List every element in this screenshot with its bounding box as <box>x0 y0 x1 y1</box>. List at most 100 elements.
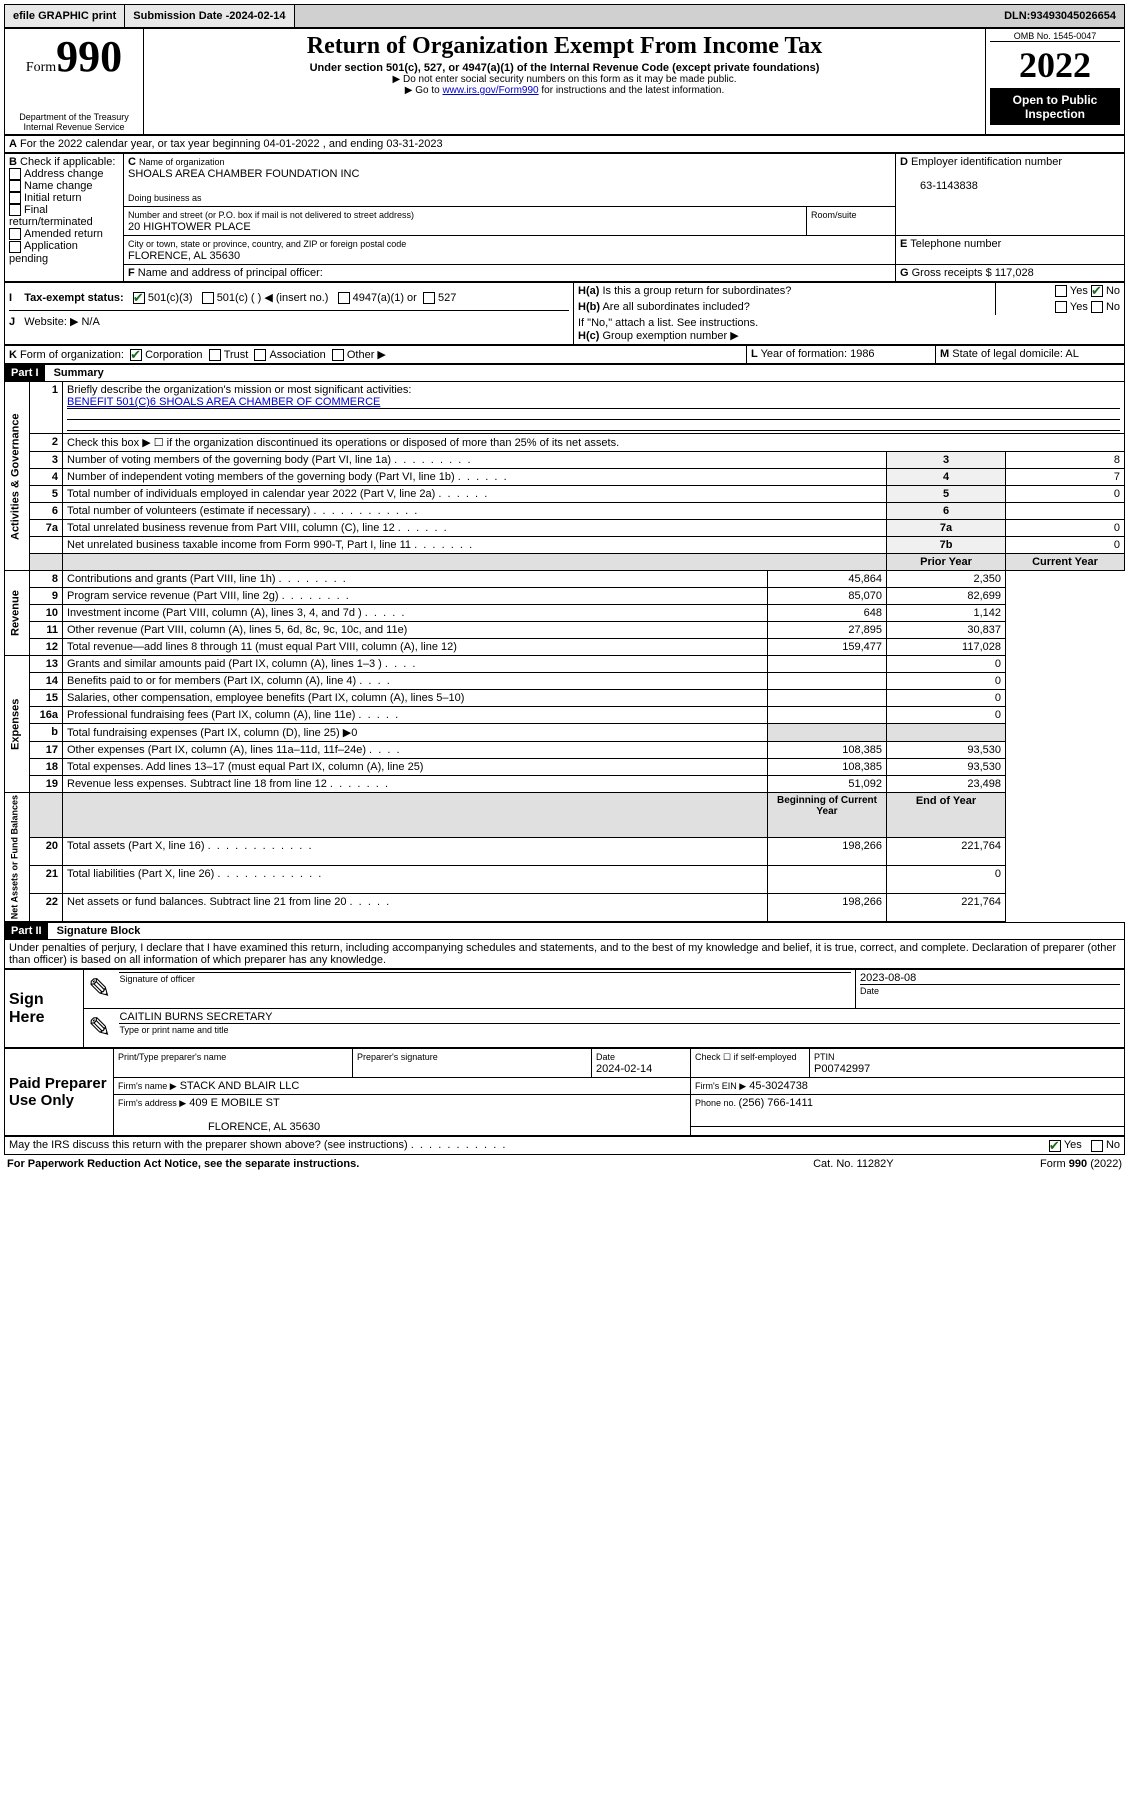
hb-no-checkbox[interactable] <box>1091 301 1103 313</box>
final-return-checkbox[interactable] <box>9 204 21 216</box>
discuss-line: May the IRS discuss this return with the… <box>5 1137 977 1154</box>
form-header: Form990 Department of the Treasury Inter… <box>4 28 1125 135</box>
4947-checkbox[interactable] <box>338 292 350 304</box>
gov-label: Activities & Governance <box>5 382 30 571</box>
exp-label: Expenses <box>5 656 30 793</box>
line-9: Program service revenue (Part VIII, line… <box>63 588 768 605</box>
part-i-title: Summary <box>54 367 104 379</box>
line-19: Revenue less expenses. Subtract line 18 … <box>63 776 768 793</box>
line-13: Grants and similar amounts paid (Part IX… <box>63 656 768 673</box>
section-c-street: Number and street (or P.O. box if mail i… <box>124 207 807 236</box>
line-10: Investment income (Part VIII, column (A)… <box>63 605 768 622</box>
line-5: Total number of individuals employed in … <box>63 486 887 503</box>
section-h-a: H(a) Is this a group return for subordin… <box>574 283 996 300</box>
submission-date-button[interactable]: Submission Date - 2024-02-14 <box>125 5 294 27</box>
line-2: Check this box ▶ ☐ if the organization d… <box>63 434 1125 452</box>
line-3: Number of voting members of the governin… <box>63 452 887 469</box>
sig-date-label: Date <box>860 986 879 996</box>
k-corp-checkbox[interactable] <box>130 349 142 361</box>
irs-label: Internal Revenue Service <box>9 122 139 132</box>
website-note: ▶ Go to www.irs.gov/Form990 for instruct… <box>148 85 981 96</box>
ssn-note: ▶ Do not enter social security numbers o… <box>148 74 981 85</box>
name-change-checkbox[interactable] <box>9 180 21 192</box>
open-public-badge: Open to Public Inspection <box>990 89 1120 125</box>
tax-year: 2022 <box>990 41 1120 89</box>
line-12: Total revenue—add lines 8 through 11 (mu… <box>63 639 768 656</box>
section-c-city: City or town, state or province, country… <box>124 236 896 265</box>
form-subtitle: Under section 501(c), 527, or 4947(a)(1)… <box>148 62 981 74</box>
section-b: B Check if applicable: Address change Na… <box>5 154 124 282</box>
efile-print-button[interactable]: efile GRAPHIC print <box>5 5 125 27</box>
ha-yes-checkbox[interactable] <box>1055 285 1067 297</box>
form-990-logo: Form990 <box>9 31 139 82</box>
part-i-header: Part I <box>5 365 45 381</box>
sign-here-label: Sign Here <box>5 970 84 1048</box>
hb-yes-checkbox[interactable] <box>1055 301 1067 313</box>
part-ii-title: Signature Block <box>57 925 141 937</box>
section-i: I Tax-exempt status: 501(c)(3) 501(c) ( … <box>9 285 569 310</box>
section-l: L Year of formation: 1986 <box>747 346 936 364</box>
initial-return-checkbox[interactable] <box>9 192 21 204</box>
section-e: E Telephone number <box>896 236 1125 265</box>
501c3-checkbox[interactable] <box>133 292 145 304</box>
section-h-note: If "No," attach a list. See instructions… <box>574 315 1125 345</box>
footer-left: For Paperwork Reduction Act Notice, see … <box>6 1157 763 1171</box>
discuss-no-checkbox[interactable] <box>1091 1140 1103 1152</box>
line-17: Other expenses (Part IX, column (A), lin… <box>63 742 768 759</box>
addr-change-checkbox[interactable] <box>9 168 21 180</box>
officer-name: CAITLIN BURNS SECRETARY <box>119 1011 272 1023</box>
dept-treasury: Department of the Treasury <box>9 112 139 122</box>
app-pending-checkbox[interactable] <box>9 241 21 253</box>
footer-mid: Cat. No. 11282Y <box>765 1157 941 1171</box>
line-21: Total liabilities (Part X, line 26) . . … <box>63 866 768 894</box>
line-4: Number of independent voting members of … <box>63 469 887 486</box>
section-h-b: H(b) Are all subordinates included? <box>574 299 996 315</box>
k-other-checkbox[interactable] <box>332 349 344 361</box>
line-a: A For the 2022 calendar year, or tax yea… <box>5 136 1125 153</box>
line-6: Total number of volunteers (estimate if … <box>63 503 887 520</box>
k-trust-checkbox[interactable] <box>209 349 221 361</box>
k-assoc-checkbox[interactable] <box>254 349 266 361</box>
sig-officer-label: Signature of officer <box>119 974 194 984</box>
line-1: Briefly describe the organization's miss… <box>63 382 1125 434</box>
501c-checkbox[interactable] <box>202 292 214 304</box>
subdate-label: Submission Date - <box>133 10 229 22</box>
dln-cell: DLN: 93493045026654 <box>996 5 1124 27</box>
top-toolbar: efile GRAPHIC print Submission Date - 20… <box>4 4 1125 28</box>
declaration: Under penalties of perjury, I declare th… <box>5 940 1125 969</box>
subdate-value: 2024-02-14 <box>229 10 285 22</box>
section-c-name: C Name of organization SHOALS AREA CHAMB… <box>124 154 896 207</box>
527-checkbox[interactable] <box>423 292 435 304</box>
section-k: K Form of organization: Corporation Trus… <box>5 346 747 364</box>
line-22: Net assets or fund balances. Subtract li… <box>63 894 768 922</box>
line-18: Total expenses. Add lines 13–17 (must eq… <box>63 759 768 776</box>
line-15: Salaries, other compensation, employee b… <box>63 690 768 707</box>
section-j: J Website: ▶ N/A <box>9 310 569 332</box>
section-m: M State of legal domicile: AL <box>936 346 1125 364</box>
current-year-hdr: Current Year <box>1006 554 1125 571</box>
room-suite: Room/suite <box>807 207 896 236</box>
line-14: Benefits paid to or for members (Part IX… <box>63 673 768 690</box>
name-title-label: Type or print name and title <box>119 1025 228 1035</box>
section-d: D Employer identification number 63-1143… <box>896 154 1125 236</box>
line-16b: Total fundraising expenses (Part IX, col… <box>63 724 768 742</box>
paid-preparer-label: Paid Preparer Use Only <box>5 1049 114 1136</box>
section-g: G Gross receipts $ 117,028 <box>896 265 1125 282</box>
line-20: Total assets (Part X, line 16) . . . . .… <box>63 838 768 866</box>
begin-year-hdr: Beginning of Current Year <box>768 793 887 838</box>
discuss-yes-checkbox[interactable] <box>1049 1140 1061 1152</box>
amended-return-checkbox[interactable] <box>9 228 21 240</box>
section-f: F Name and address of principal officer: <box>124 265 896 282</box>
omb-number: OMB No. 1545-0047 <box>990 31 1120 41</box>
line-7a: Total unrelated business revenue from Pa… <box>63 520 887 537</box>
line-7b: Net unrelated business taxable income fr… <box>63 537 887 554</box>
net-label: Net Assets or Fund Balances <box>5 793 30 922</box>
part-ii-header: Part II <box>5 923 48 939</box>
ha-no-checkbox[interactable] <box>1091 285 1103 297</box>
line-16a: Professional fundraising fees (Part IX, … <box>63 707 768 724</box>
line-8: Contributions and grants (Part VIII, lin… <box>63 571 768 588</box>
end-year-hdr: End of Year <box>887 793 1006 838</box>
irs-link[interactable]: www.irs.gov/Form990 <box>442 85 538 96</box>
mission-link[interactable]: BENEFIT 501(C)6 SHOALS AREA CHAMBER OF C… <box>67 396 380 408</box>
footer-right: Form 990 (2022) <box>944 1157 1123 1171</box>
